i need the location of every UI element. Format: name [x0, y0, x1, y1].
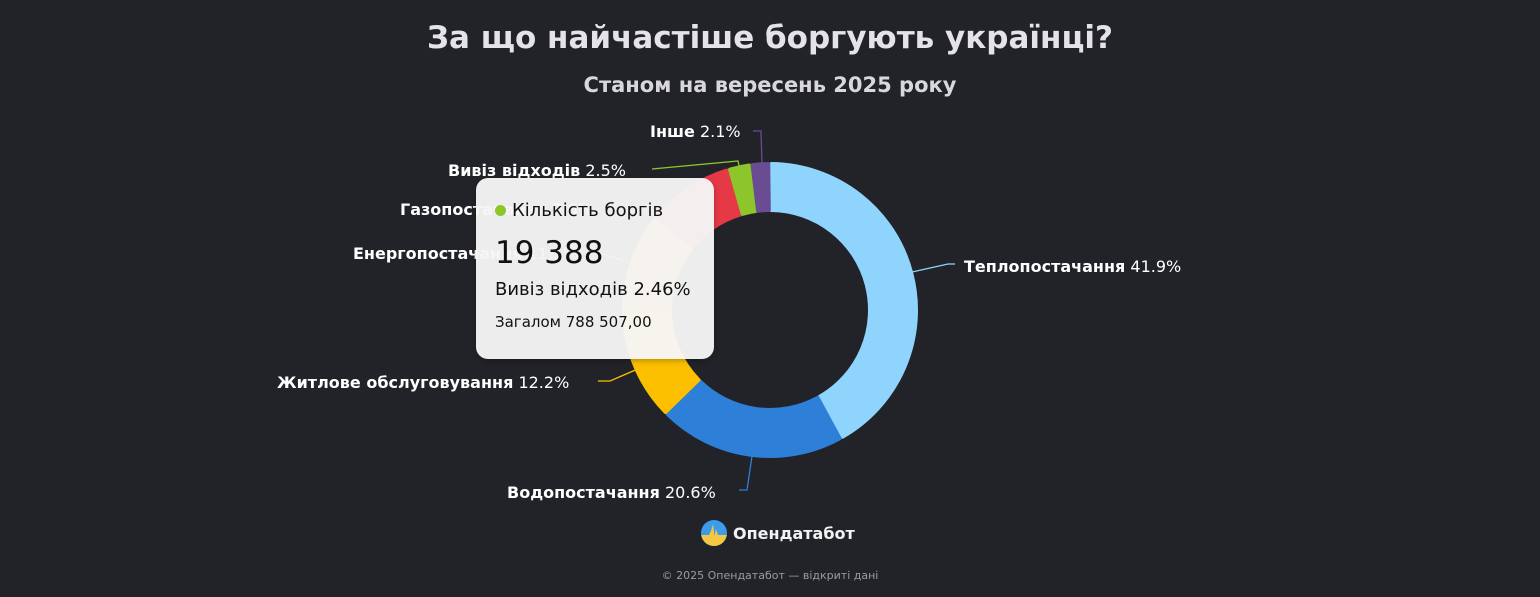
brand[interactable]: Опендатабот — [701, 520, 855, 546]
label-heat: Теплопостачання 41.9% — [964, 257, 1182, 276]
tooltip-series-name: Кількість боргів — [512, 200, 664, 221]
slice-water[interactable] — [666, 379, 842, 458]
label-housing: Житлове обслуговування 12.2% — [277, 373, 570, 392]
brand-name: Опендатабот — [733, 523, 855, 543]
leader-line — [598, 367, 641, 382]
chart-subtitle: Станом на вересень 2025 року — [583, 73, 957, 97]
label-waste: Вивіз відходів 2.5% — [448, 161, 627, 180]
leader-line — [651, 160, 741, 171]
chart-tooltip: Кількість боргів 19 388 Вивіз відходів 2… — [476, 178, 714, 359]
footer-copyright: © 2025 Опендатабот — відкриті дані — [661, 569, 879, 582]
slice-waste[interactable] — [728, 163, 758, 216]
slice-heat[interactable] — [769, 162, 918, 439]
opendatabot-logo-icon — [701, 520, 727, 546]
leader-line — [753, 130, 763, 166]
tooltip-series: Кількість боргів — [495, 200, 695, 221]
label-other: Інше 2.1% — [650, 122, 741, 141]
tooltip-total: Загалом 788 507,00 — [495, 313, 652, 331]
leader-line — [739, 455, 753, 491]
slice-other[interactable] — [750, 162, 771, 213]
leader-line — [911, 263, 955, 273]
tooltip-category: Вивіз відходів 2.46% — [495, 279, 691, 300]
label-water: Водопостачання 20.6% — [507, 483, 716, 502]
tooltip-value: 19 388 — [495, 235, 604, 271]
chart-title: За що найчастіше боргують українці? — [426, 20, 1114, 56]
series-dot-icon — [495, 205, 506, 216]
